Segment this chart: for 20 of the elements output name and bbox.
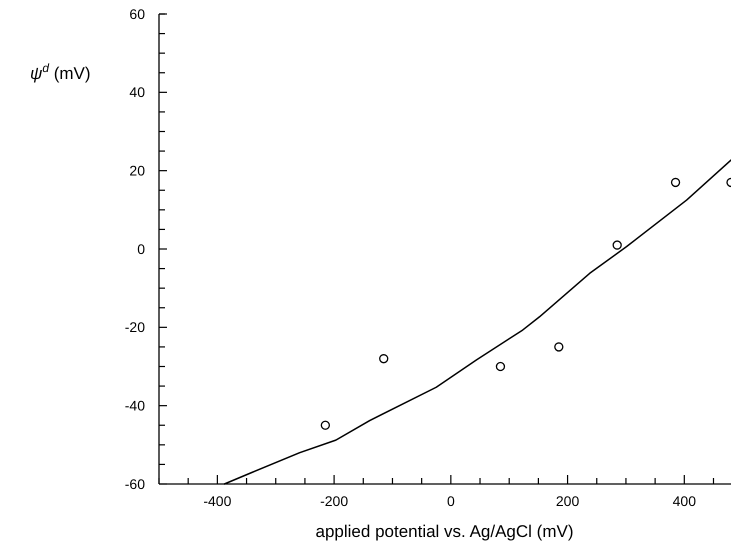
point bbox=[320, 420, 330, 430]
x-axis-title: applied potential vs. Ag/AgCl (mV) bbox=[316, 522, 574, 541]
y-tick-label: 20 bbox=[129, 162, 146, 179]
y-tick-label: -40 bbox=[124, 398, 146, 414]
point bbox=[496, 362, 506, 372]
point bbox=[554, 342, 564, 352]
x-tick-label: -400 bbox=[203, 493, 232, 509]
y-tick-label: -60 bbox=[124, 476, 146, 492]
point bbox=[612, 240, 622, 250]
y-tick-label: 60 bbox=[129, 6, 146, 22]
x-tick-label: -200 bbox=[320, 493, 348, 509]
y-axis-title: ψ$^{d}$ (mV) bbox=[30, 61, 91, 83]
point bbox=[670, 178, 680, 188]
x-tick-label: 400 bbox=[672, 493, 696, 509]
x-tick-label: 200 bbox=[556, 493, 580, 509]
point bbox=[379, 354, 388, 364]
y-tick-label: 40 bbox=[129, 84, 146, 100]
y-tick-label: 0 bbox=[137, 240, 146, 257]
y-tick-label: -20 bbox=[124, 319, 146, 336]
x-tick-label: 0 bbox=[446, 493, 455, 509]
